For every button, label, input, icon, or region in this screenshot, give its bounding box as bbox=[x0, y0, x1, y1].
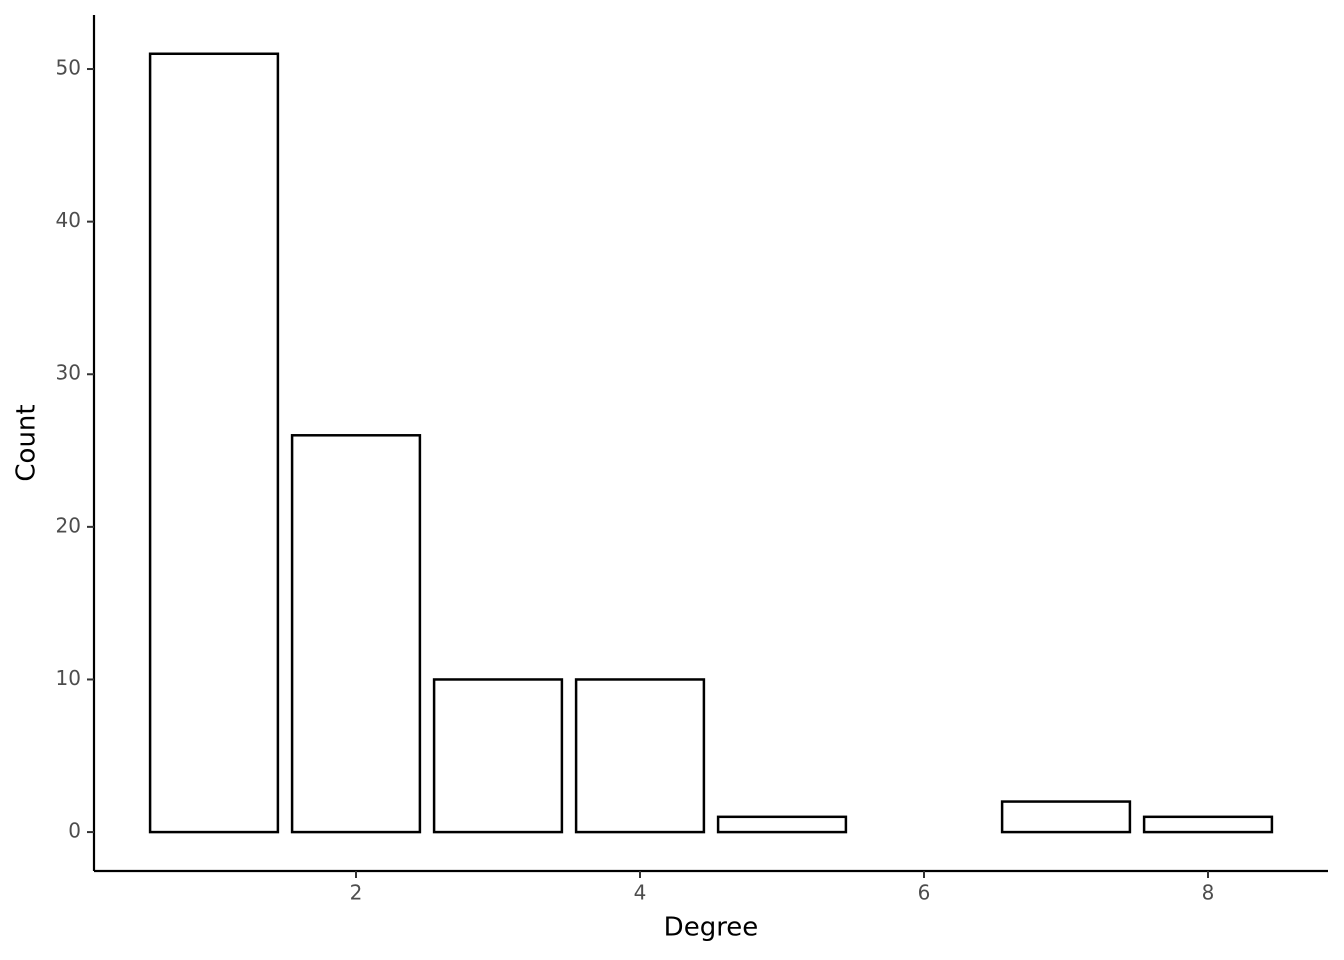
y-tick-label: 20 bbox=[56, 513, 81, 537]
y-tick-label: 10 bbox=[56, 666, 81, 690]
bar bbox=[716, 815, 848, 834]
bar bbox=[1142, 815, 1274, 834]
y-tick-label: 30 bbox=[56, 361, 81, 385]
y-axis-title: Count bbox=[12, 404, 42, 481]
bar bbox=[574, 678, 706, 834]
x-tick-label: 2 bbox=[350, 881, 363, 905]
y-tick-label: 40 bbox=[56, 208, 81, 232]
x-tick-label: 8 bbox=[1202, 881, 1215, 905]
bar bbox=[290, 434, 422, 834]
y-tick-label: 0 bbox=[68, 819, 81, 843]
x-tick-label: 4 bbox=[634, 881, 647, 905]
x-tick-label: 6 bbox=[918, 881, 931, 905]
bar bbox=[1000, 800, 1132, 834]
bar bbox=[148, 52, 280, 834]
x-axis-title: Degree bbox=[664, 913, 759, 943]
y-tick-label: 50 bbox=[56, 56, 81, 80]
bar bbox=[432, 678, 564, 834]
